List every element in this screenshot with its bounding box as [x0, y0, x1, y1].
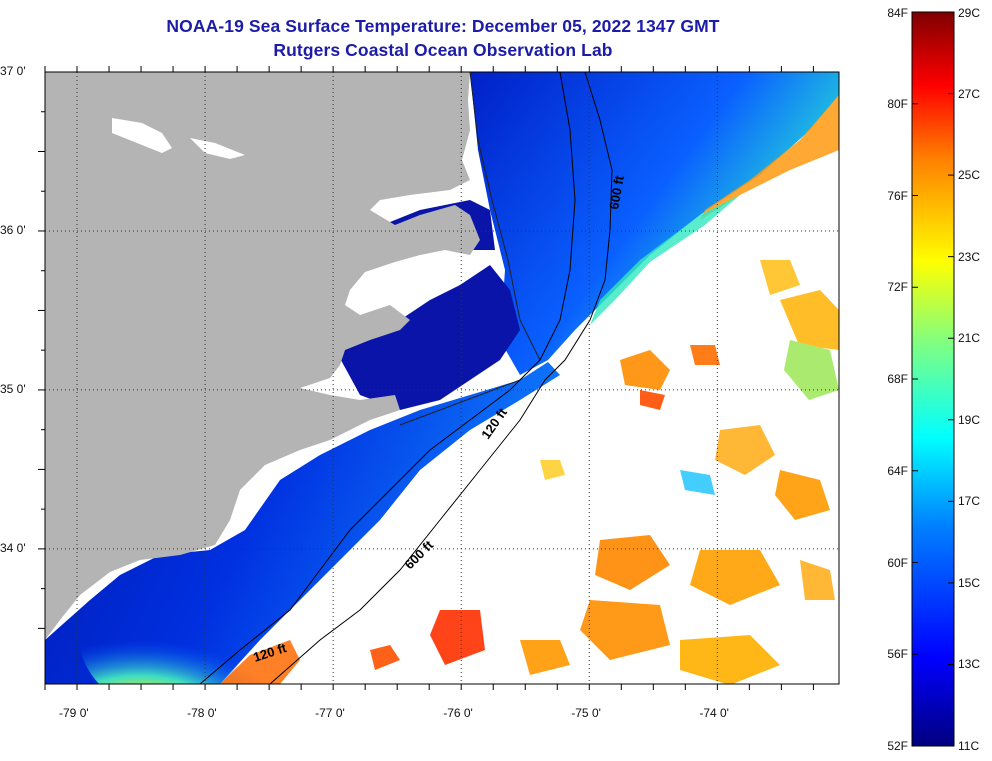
colorbar-f-label: 76F [887, 188, 908, 203]
north-cold-water [470, 72, 839, 375]
lon-tick-label: -77 0' [315, 706, 345, 720]
lon-tick-label: -79 0' [59, 706, 89, 720]
inland-lake [190, 138, 245, 159]
colorbar-c-label: 11C [958, 739, 980, 753]
colorbar [911, 11, 955, 747]
colorbar-c-label: 19C [958, 412, 981, 427]
warm-patches [370, 260, 839, 684]
contour-label: 600 ft [606, 174, 627, 211]
colorbar-f-label: 68F [887, 372, 908, 386]
lat-tick-label: 36 0' [0, 222, 26, 237]
lat-tick-label: 35 0' [0, 381, 26, 396]
colorbar-c-label: 23C [958, 249, 981, 264]
colorbar-f-label: 64F [887, 463, 908, 478]
colorbar-f-label: 84F [887, 6, 908, 20]
colorbar-c-label: 21C [958, 331, 981, 346]
graticule [45, 72, 839, 684]
warm-front [700, 95, 839, 220]
colorbar-f-label: 72F [887, 280, 908, 295]
colorbar-f-label: 52F [887, 739, 908, 753]
gulf-stream-edge [220, 640, 300, 684]
contour-600ft-north [269, 72, 613, 684]
colorbar-f-label: 60F [887, 555, 908, 570]
warm-plume [80, 550, 380, 684]
map-frame [44, 71, 840, 685]
colorbar-c-label: 29C [958, 6, 981, 20]
colorbar-c-label: 15C [958, 575, 981, 590]
colorbar-c-label: 17C [958, 494, 981, 509]
colorbar-c-label: 27C [958, 86, 981, 101]
lat-tick-label: 34 0' [0, 540, 26, 555]
lon-tick-label: -74 0' [699, 706, 729, 720]
lon-tick-label: -78 0' [187, 706, 217, 720]
colorbar-f-label: 80F [887, 96, 908, 111]
map-title: NOAA-19 Sea Surface Temperature: Decembe… [166, 16, 720, 36]
colorbar-c-label: 13C [958, 657, 981, 672]
outer-banks [399, 72, 541, 426]
lat-tick-label: 37 0' [0, 64, 26, 78]
inland-lake [112, 118, 172, 153]
colorbar-f-label: 56F [887, 647, 908, 662]
contour-120ft [199, 72, 576, 684]
map-subtitle: Rutgers Coastal Ocean Observation Lab [273, 40, 613, 60]
lon-tick-label: -75 0' [571, 706, 601, 720]
land-mass [45, 72, 480, 640]
lon-tick-label: -76 0' [443, 706, 473, 720]
pamlico-sound [330, 265, 520, 410]
colorbar-c-label: 25C [958, 168, 981, 183]
